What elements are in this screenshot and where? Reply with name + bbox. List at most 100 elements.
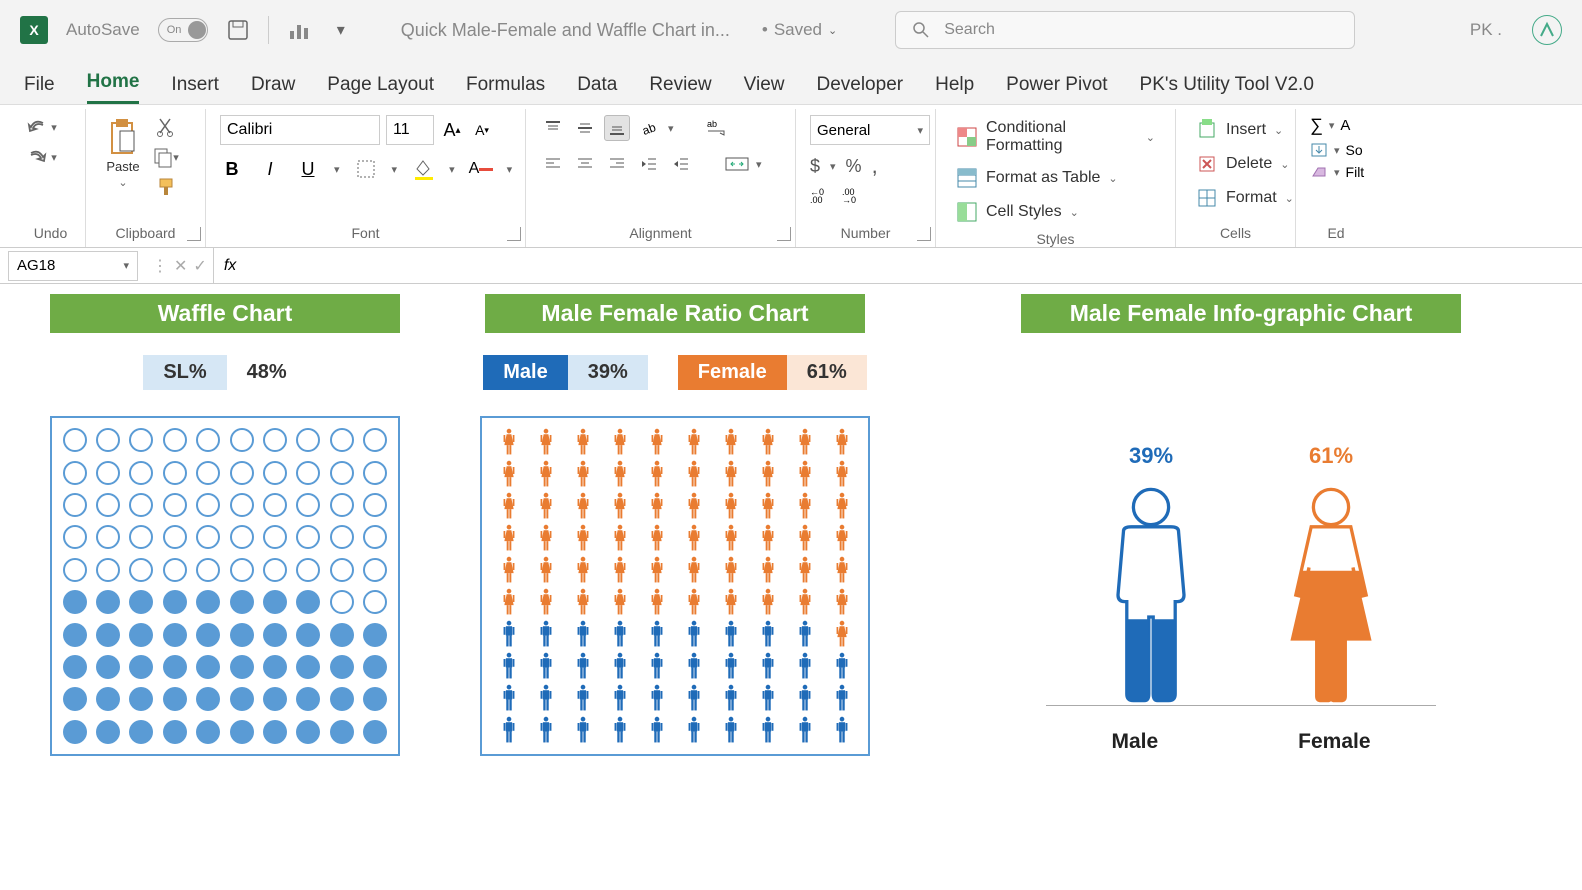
- insert-cells-button[interactable]: Insert ⌄: [1190, 115, 1300, 145]
- waffle-dot: [163, 461, 187, 485]
- border-button[interactable]: [354, 157, 378, 181]
- male-person-icon: [611, 716, 629, 744]
- male-person-icon: [574, 620, 592, 648]
- tab-developer[interactable]: Developer: [816, 74, 903, 104]
- waffle-dot: [263, 655, 287, 679]
- waffle-dot: [63, 590, 87, 614]
- conditional-formatting-button[interactable]: Conditional Formatting ⌄: [950, 115, 1161, 159]
- accounting-format-button[interactable]: $: [810, 156, 820, 177]
- female-person-icon: [648, 428, 666, 456]
- name-box[interactable]: AG18▾: [8, 251, 138, 281]
- alignment-launcher-icon[interactable]: [777, 227, 791, 241]
- decrease-indent-button[interactable]: [636, 151, 662, 177]
- waffle-dot: [63, 655, 87, 679]
- bold-button[interactable]: B: [220, 157, 244, 181]
- fmt-table-label: Format as Table: [986, 169, 1100, 187]
- font-launcher-icon[interactable]: [507, 227, 521, 241]
- user-name[interactable]: PK .: [1470, 20, 1502, 40]
- autosave-toggle[interactable]: On: [158, 18, 208, 42]
- male-person-icon: [537, 620, 555, 648]
- saved-status[interactable]: • Saved ⌄: [762, 20, 837, 40]
- user-avatar-icon[interactable]: [1532, 15, 1562, 45]
- fill-color-button[interactable]: [411, 157, 435, 181]
- formula-input[interactable]: [246, 248, 1582, 283]
- tab-help[interactable]: Help: [935, 74, 974, 104]
- waffle-dot: [330, 525, 354, 549]
- waffle-dot: [163, 428, 187, 452]
- tab-home[interactable]: Home: [87, 71, 140, 104]
- align-top-button[interactable]: [540, 115, 566, 141]
- waffle-dot: [363, 655, 387, 679]
- wrap-text-button[interactable]: ab: [704, 115, 730, 141]
- male-person-icon: [685, 652, 703, 680]
- tab-review[interactable]: Review: [649, 74, 711, 104]
- waffle-dot: [163, 493, 187, 517]
- redo-button[interactable]: ▾: [30, 145, 54, 169]
- increase-decimal-button[interactable]: ←0.00: [810, 187, 832, 208]
- align-right-button[interactable]: [604, 151, 630, 177]
- chart-quick-icon[interactable]: [287, 18, 311, 42]
- female-person-icon: [500, 556, 518, 584]
- tab-data[interactable]: Data: [577, 74, 617, 104]
- fx-icon[interactable]: fx: [214, 257, 246, 275]
- italic-button[interactable]: I: [258, 157, 282, 181]
- search-input[interactable]: Search: [895, 11, 1355, 49]
- save-icon[interactable]: [226, 18, 250, 42]
- male-pct: 39%: [1129, 443, 1173, 469]
- increase-font-button[interactable]: A▴: [440, 118, 464, 142]
- waffle-dot: [363, 525, 387, 549]
- tab-formulas[interactable]: Formulas: [466, 74, 545, 104]
- merge-center-button[interactable]: [724, 151, 750, 177]
- undo-button[interactable]: ▾: [30, 115, 54, 139]
- fill-button[interactable]: [1310, 142, 1328, 158]
- sl-label: SL%: [143, 355, 226, 390]
- align-left-button[interactable]: [540, 151, 566, 177]
- decrease-decimal-button[interactable]: .00→0: [842, 187, 864, 208]
- cut-button[interactable]: [154, 115, 178, 139]
- format-painter-button[interactable]: [154, 175, 178, 199]
- font-name-select[interactable]: [220, 115, 380, 145]
- tab-file[interactable]: File: [24, 74, 55, 104]
- orientation-button[interactable]: ab: [636, 115, 662, 141]
- autosum-button[interactable]: ∑: [1310, 115, 1323, 136]
- tab-insert[interactable]: Insert: [171, 74, 219, 104]
- group-label-alignment: Alignment: [540, 221, 781, 245]
- delete-cells-button[interactable]: Delete ⌄: [1190, 149, 1300, 179]
- ribbon-group-styles: Conditional Formatting ⌄ Format as Table…: [936, 109, 1176, 247]
- increase-indent-button[interactable]: [668, 151, 694, 177]
- copy-button[interactable]: ▾: [154, 145, 178, 169]
- format-as-table-button[interactable]: Format as Table ⌄: [950, 163, 1161, 193]
- decrease-font-button[interactable]: A▾: [470, 118, 494, 142]
- number-launcher-icon[interactable]: [917, 227, 931, 241]
- cancel-formula-button[interactable]: ✕: [174, 256, 187, 276]
- cell-styles-button[interactable]: Cell Styles ⌄: [950, 197, 1161, 227]
- underline-button[interactable]: U: [296, 157, 320, 181]
- worksheet-area[interactable]: Waffle Chart SL% 48% Male Female Ratio C…: [0, 284, 1582, 890]
- customize-qat-icon[interactable]: ▾: [329, 18, 353, 42]
- font-size-select[interactable]: [386, 115, 434, 145]
- male-person-icon: [759, 716, 777, 744]
- format-cells-button[interactable]: Format ⌄: [1190, 183, 1300, 213]
- formula-bar: AG18▾ ⋮ ✕ ✓ fx: [0, 248, 1582, 284]
- tab-view[interactable]: View: [744, 74, 785, 104]
- paste-button[interactable]: Paste⌄: [100, 115, 146, 191]
- enter-formula-button[interactable]: ✓: [193, 256, 206, 276]
- align-center-button[interactable]: [572, 151, 598, 177]
- waffle-dot: [63, 623, 87, 647]
- number-format-select[interactable]: General▾: [810, 115, 930, 145]
- percent-format-button[interactable]: %: [846, 156, 862, 177]
- female-person-icon: [796, 588, 814, 616]
- clipboard-launcher-icon[interactable]: [187, 227, 201, 241]
- align-bottom-button[interactable]: [604, 115, 630, 141]
- align-middle-button[interactable]: [572, 115, 598, 141]
- tab-power-pivot[interactable]: Power Pivot: [1006, 74, 1107, 104]
- tab-draw[interactable]: Draw: [251, 74, 295, 104]
- clear-button[interactable]: [1310, 164, 1328, 180]
- font-color-button[interactable]: A: [469, 157, 493, 181]
- autosave-state: On: [167, 24, 182, 36]
- tab-page-layout[interactable]: Page Layout: [327, 74, 434, 104]
- comma-format-button[interactable]: ,: [872, 153, 878, 179]
- tab-pk-s-utility-tool-v2-0[interactable]: PK's Utility Tool V2.0: [1140, 74, 1314, 104]
- female-person-icon: [796, 428, 814, 456]
- waffle-dot: [96, 623, 120, 647]
